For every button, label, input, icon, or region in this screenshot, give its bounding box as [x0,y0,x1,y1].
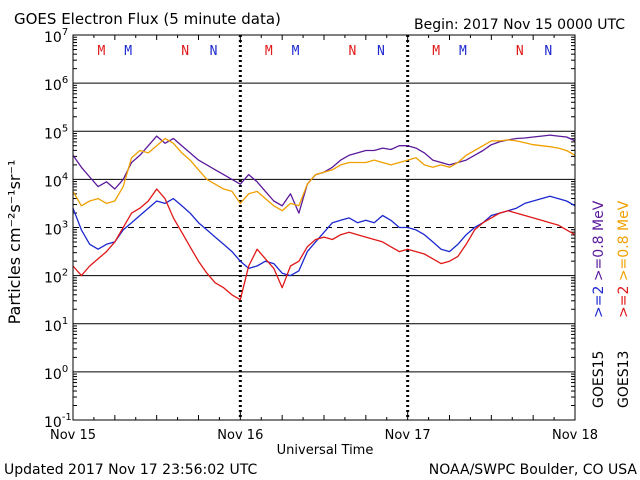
time-marker-m: M [124,44,132,59]
legend-goes13-energies: >=2 >=0.8 MeV [616,200,632,318]
chart-title: GOES Electron Flux (5 minute data) [14,10,281,28]
x-tick-label: Nov 18 [552,428,598,443]
time-marker-m: M [265,44,273,59]
y-tick-label: 107 [44,27,68,46]
series-line [72,137,576,212]
legend-goes13: GOES13 [616,351,632,408]
y-axis-label: Particles cm⁻²s⁻¹sr⁻¹ [5,160,24,325]
legend: >=2 >=0.8 MeV >=2 >=0.8 MeV GOES15 GOES13 [591,200,632,408]
time-marker-n: N [181,44,189,59]
x-axis-label: Universal Time [277,443,374,458]
plot-frame [72,34,576,421]
x-tick-label: Nov 15 [50,428,96,443]
y-tick-label: 100 [44,364,68,383]
y-tick-labels: 107 106 105 104 103 102 101 100 10-1 [44,27,72,431]
series-line [72,188,576,301]
x-tick-label: Nov 16 [217,428,263,443]
y-tick-label: 105 [44,123,68,142]
credit-label: NOAA/SWPC Boulder, CO USA [429,462,638,478]
time-marker-n: N [349,44,357,59]
time-marker-n: N [377,44,385,59]
time-marker-m: M [292,44,300,59]
time-marker-m: M [98,44,106,59]
time-marker-n: N [516,44,524,59]
time-marker-m: M [432,44,440,59]
time-marker-n: N [544,44,552,59]
y-tick-label: 101 [44,316,68,335]
x-tick-label: Nov 17 [385,428,431,443]
y-tick-label: 102 [44,268,68,287]
begin-label: Begin: 2017 Nov 15 0000 UTC [414,17,625,33]
y-tick-label: 104 [44,171,68,190]
x-tick-labels: Nov 15 Nov 16 Nov 17 Nov 18 [50,428,598,443]
y-tick-label: 103 [44,220,68,239]
legend-goes15-energies: >=2 >=0.8 MeV [591,200,607,318]
series-line [72,195,576,277]
time-marker-n: N [210,44,218,59]
y-tick-label: 10-1 [44,412,72,431]
updated-label: Updated 2017 Nov 17 23:56:02 UTC [4,462,257,478]
plot-area [72,34,576,421]
legend-goes15: GOES15 [591,351,607,408]
time-marker-m: M [459,44,467,59]
y-tick-label: 106 [44,75,68,94]
